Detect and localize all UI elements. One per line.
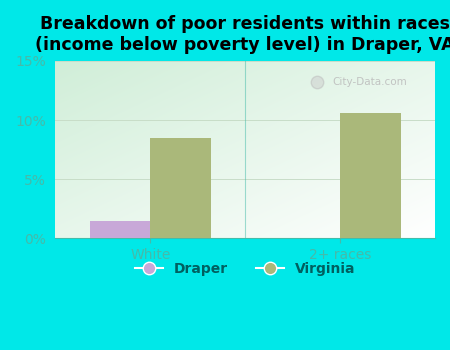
Bar [90,221,150,238]
Bar [150,138,211,238]
Bar [340,113,401,238]
Legend: Draper, Virginia: Draper, Virginia [130,256,361,281]
Text: City-Data.com: City-Data.com [333,77,407,87]
Title: Breakdown of poor residents within races
(income below poverty level) in Draper,: Breakdown of poor residents within races… [36,15,450,54]
